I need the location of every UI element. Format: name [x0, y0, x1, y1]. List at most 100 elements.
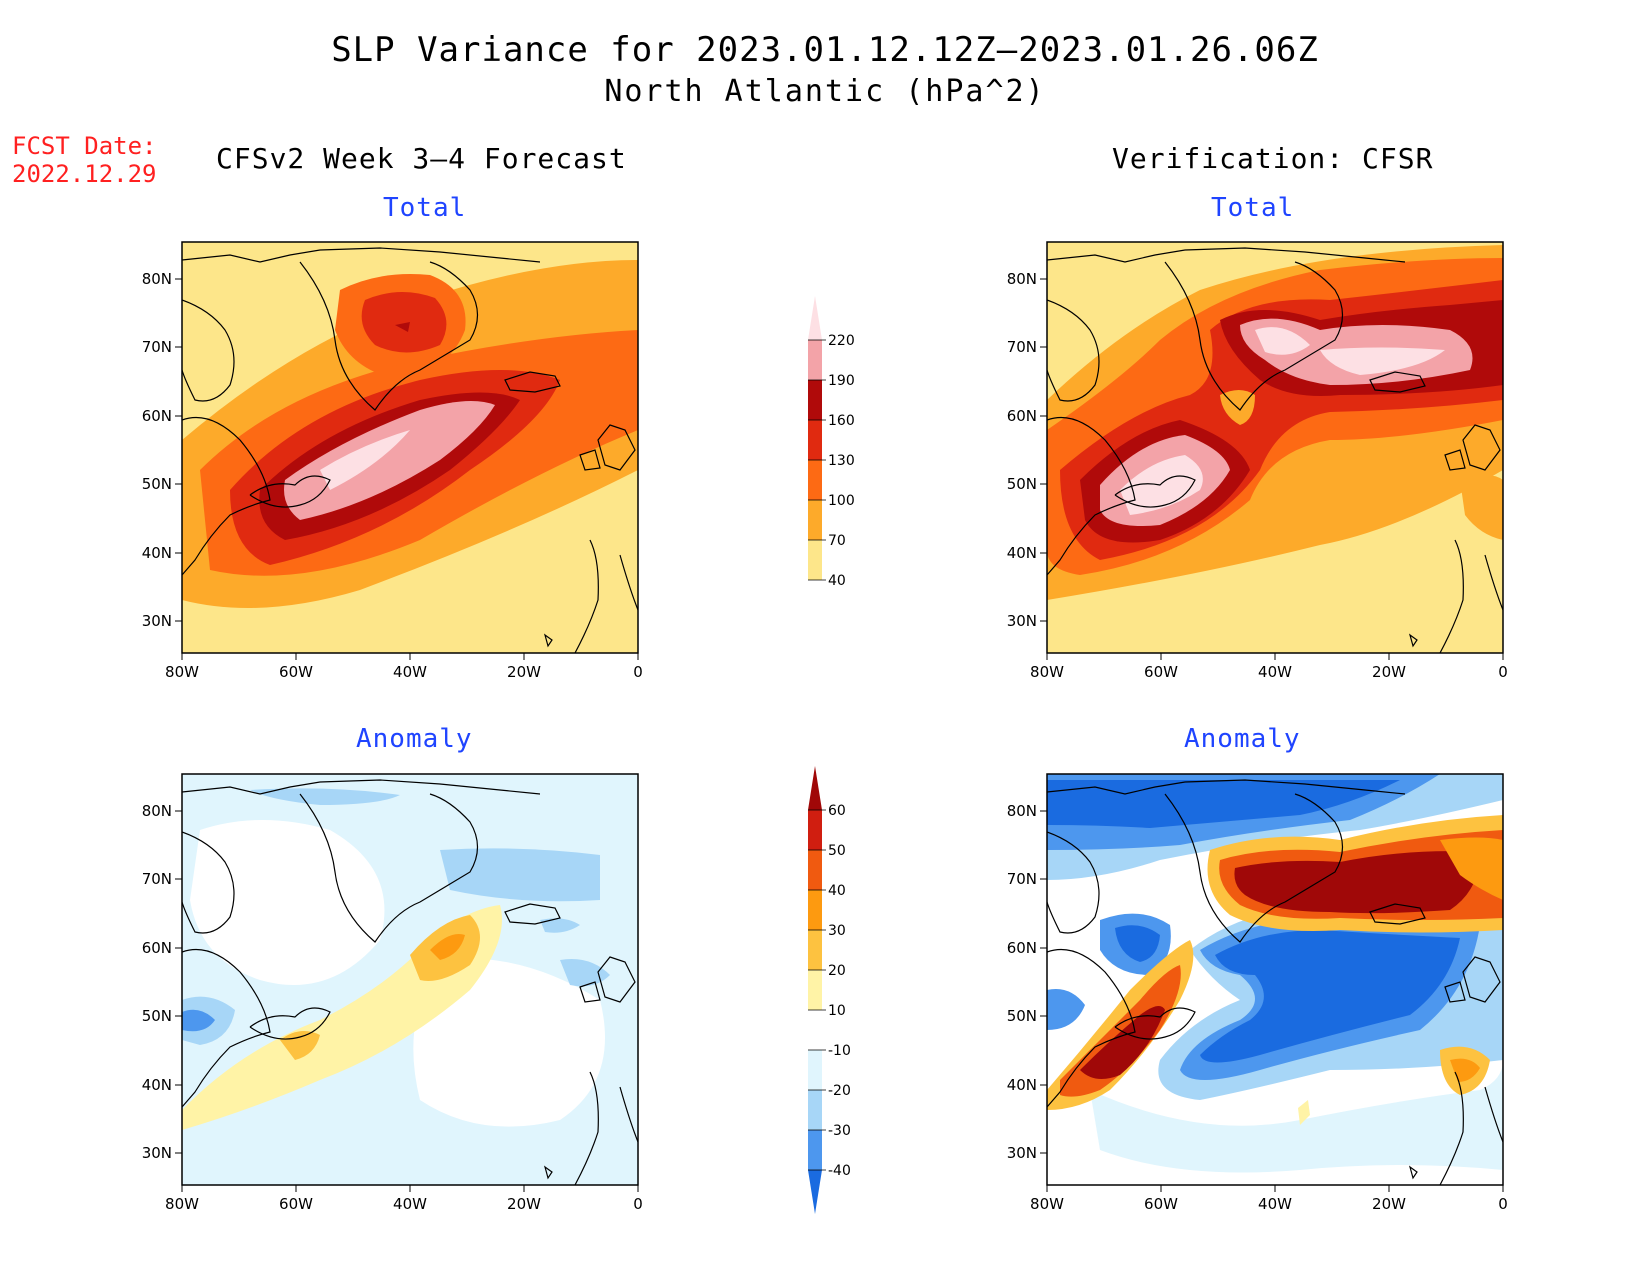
lon-label: 20W: [1372, 663, 1406, 681]
lat-label: 50N: [142, 1007, 172, 1025]
lon-label: 20W: [507, 1195, 541, 1213]
lon-label: 60W: [1144, 1195, 1178, 1213]
forecast-total-ticks: [175, 278, 639, 660]
colorbar-swatch: [808, 1090, 822, 1130]
verification-total-title: Total: [1211, 193, 1295, 223]
colorbar-label: 220: [828, 333, 855, 349]
lon-label: 40W: [1258, 663, 1292, 681]
lon-label: 60W: [279, 1195, 313, 1213]
lat-label: 40N: [1007, 1076, 1037, 1094]
lon-label: 0: [1498, 663, 1508, 681]
verification-total-ticks: [1040, 278, 1504, 660]
page-title: SLP Variance for 2023.01.12.12Z—2023.01.…: [331, 30, 1319, 70]
colorbar-swatch: [808, 1010, 822, 1050]
verification-total-map: 80W 60W 40W 20W 0 80N 70N 60N 50N 40N 30…: [1007, 241, 1508, 681]
colorbar-label: -30: [828, 1123, 851, 1139]
lat-label: 30N: [1007, 1144, 1037, 1162]
colorbar-swatch: [808, 340, 822, 380]
lat-label: 80N: [142, 270, 172, 288]
lon-label: 20W: [507, 663, 541, 681]
lon-label: 40W: [393, 1195, 427, 1213]
colorbar-label: 130: [828, 453, 855, 469]
colorbar-label: 100: [828, 493, 855, 509]
colorbar-swatch: [808, 1170, 822, 1214]
page-subtitle: North Atlantic (hPa^2): [604, 74, 1046, 109]
lat-label: 80N: [142, 802, 172, 820]
lat-label: 50N: [1007, 1007, 1037, 1025]
lat-label: 60N: [142, 939, 172, 957]
colorbar-label: 10: [828, 1003, 846, 1019]
lon-label: 0: [1498, 1195, 1508, 1213]
anomaly-colorbar: -40 -30 -20 -10 10 20 30 40 50 60: [808, 766, 851, 1214]
lat-label: 40N: [142, 1076, 172, 1094]
forecast-total-map: 80W 60W 40W 20W 0 80N 70N 60N 50N 40N 30…: [142, 241, 643, 681]
verification-anomaly-ticks: [1040, 810, 1504, 1192]
colorbar-swatch: [808, 930, 822, 970]
verification-total-field: [1047, 242, 1503, 653]
lat-label: 50N: [142, 475, 172, 493]
lat-label: 30N: [1007, 612, 1037, 630]
lon-label: 0: [633, 663, 643, 681]
colorbar-label: 40: [828, 573, 846, 589]
fcst-date-value: 2022.12.29: [12, 160, 157, 188]
forecast-anomaly-coastlines: [182, 779, 638, 1185]
lat-label: 80N: [1007, 802, 1037, 820]
colorbar-swatch: [808, 1130, 822, 1170]
forecast-total-field: [182, 242, 638, 653]
lon-label: 80W: [165, 1195, 199, 1213]
colorbar-swatch: [808, 766, 822, 810]
lat-label: 70N: [1007, 338, 1037, 356]
forecast-total-coastlines: [182, 247, 638, 653]
lon-label: 60W: [1144, 663, 1178, 681]
colorbar-swatch: [808, 850, 822, 890]
colorbar-swatch: [808, 296, 822, 340]
lon-label: 80W: [165, 663, 199, 681]
colorbar-label: 60: [828, 803, 846, 819]
colorbar-label: 40: [828, 883, 846, 899]
colorbar-swatch: [808, 540, 822, 580]
lat-label: 40N: [1007, 544, 1037, 562]
colorbar-swatch: [808, 580, 822, 624]
right-column-title: Verification: CFSR: [1112, 142, 1434, 175]
verification-anomaly-coastlines: [1047, 779, 1503, 1185]
colorbar-swatch: [808, 810, 822, 850]
lon-label: 40W: [1258, 1195, 1292, 1213]
colorbar-swatch: [808, 970, 822, 1010]
lat-label: 30N: [142, 612, 172, 630]
total-colorbar: 40 70 100 130 160 190 220: [808, 296, 855, 624]
colorbar-swatch: [808, 1050, 822, 1090]
lat-label: 50N: [1007, 475, 1037, 493]
forecast-anomaly-map: 80W 60W 40W 20W 0 80N 70N 60N 50N 40N 30…: [142, 773, 643, 1213]
colorbar-swatch: [808, 500, 822, 540]
lat-label: 60N: [142, 407, 172, 425]
lon-label: 80W: [1030, 663, 1064, 681]
lat-label: 60N: [1007, 407, 1037, 425]
fcst-date-label: FCST Date:: [12, 132, 157, 160]
colorbar-label: 190: [828, 373, 855, 389]
left-column-title: CFSv2 Week 3—4 Forecast: [216, 142, 627, 175]
colorbar-swatch: [808, 380, 822, 420]
lon-label: 60W: [279, 663, 313, 681]
colorbar-label: 30: [828, 923, 846, 939]
colorbar-label: -20: [828, 1083, 851, 1099]
verification-total-coastlines: [1047, 247, 1503, 653]
colorbar-swatch: [808, 460, 822, 500]
colorbar-label: 50: [828, 843, 846, 859]
lon-label: 20W: [1372, 1195, 1406, 1213]
forecast-anomaly-ticks: [175, 810, 639, 1192]
lon-label: 80W: [1030, 1195, 1064, 1213]
lat-label: 70N: [142, 870, 172, 888]
lat-label: 80N: [1007, 270, 1037, 288]
lat-label: 30N: [142, 1144, 172, 1162]
colorbar-label: 70: [828, 533, 846, 549]
forecast-total-title: Total: [383, 193, 467, 223]
forecast-anomaly-title: Anomaly: [356, 724, 473, 754]
lat-label: 70N: [142, 338, 172, 356]
colorbar-swatch: [808, 420, 822, 460]
colorbar-swatch: [808, 890, 822, 930]
lon-label: 40W: [393, 663, 427, 681]
colorbar-label: -40: [828, 1163, 851, 1179]
verification-anomaly-title: Anomaly: [1184, 724, 1301, 754]
colorbar-label: 160: [828, 413, 855, 429]
